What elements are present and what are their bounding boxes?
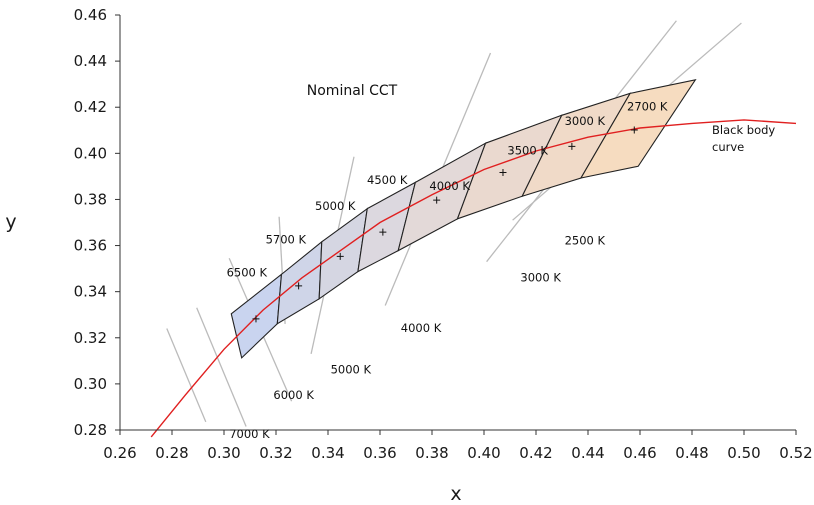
blackbody-curve-group bbox=[150, 119, 797, 438]
x-tick-label: 0.32 bbox=[259, 444, 292, 462]
y-tick-label: 0.38 bbox=[74, 190, 107, 208]
x-tick-label: 0.52 bbox=[779, 444, 812, 462]
cct-label: 4500 K bbox=[367, 173, 408, 187]
x-tick-label: 0.38 bbox=[415, 444, 448, 462]
x-tick-label: 0.50 bbox=[727, 444, 760, 462]
axes: 0.26 0.28 0.30 0.32 0.34 0.36 0.38 0.40 0.42 0.44… bbox=[74, 6, 813, 462]
center-markers bbox=[252, 126, 638, 323]
y-tick-label: 0.28 bbox=[74, 421, 107, 439]
x-axis-label: x bbox=[450, 483, 461, 505]
y-tick-label: 0.32 bbox=[74, 329, 107, 347]
x-tick-label: 0.48 bbox=[675, 444, 708, 462]
blackbody-label-line1: Black body bbox=[712, 123, 775, 137]
center-marker bbox=[336, 252, 344, 260]
isotemp-label: 4000 K bbox=[401, 321, 442, 335]
isotemp-line bbox=[196, 307, 247, 427]
y-tick-label: 0.44 bbox=[74, 52, 107, 70]
center-marker bbox=[295, 282, 303, 290]
cct-label: 3500 K bbox=[507, 143, 548, 157]
isotemp-label: 6000 K bbox=[273, 388, 314, 402]
cct-label: 2700 K bbox=[627, 100, 668, 114]
center-marker bbox=[433, 196, 441, 204]
isotemp-line bbox=[166, 328, 207, 423]
x-tick-label: 0.46 bbox=[623, 444, 656, 462]
isotemperature-lines bbox=[166, 20, 742, 427]
center-marker bbox=[630, 126, 638, 134]
x-tick-label: 0.28 bbox=[155, 444, 188, 462]
center-marker bbox=[252, 315, 260, 323]
isotemp-label: 2500 K bbox=[565, 233, 606, 247]
x-tick-label: 0.42 bbox=[519, 444, 552, 462]
x-tick-label: 0.26 bbox=[103, 444, 136, 462]
cct-quadrangle bbox=[276, 240, 323, 325]
y-tick-label: 0.40 bbox=[74, 144, 107, 162]
annotations: 7000 K 6000 K 5000 K 4000 K 3000 K 2500 K 6500… bbox=[227, 100, 668, 441]
cct-label: 5000 K bbox=[315, 199, 356, 213]
isotemp-label: 3000 K bbox=[520, 270, 561, 284]
x-tick-label: 0.34 bbox=[311, 444, 344, 462]
x-tick-label: 0.44 bbox=[571, 444, 604, 462]
y-axis-label: y bbox=[5, 211, 16, 233]
cct-label: 3000 K bbox=[565, 114, 606, 128]
cct-quadrangles bbox=[230, 78, 697, 359]
y-tick-label: 0.42 bbox=[74, 98, 107, 116]
center-marker bbox=[568, 142, 576, 150]
blackbody-curve bbox=[150, 119, 797, 438]
x-tick-label: 0.40 bbox=[467, 444, 500, 462]
isotemp-label: 5000 K bbox=[331, 363, 372, 377]
isotemp-label: 7000 K bbox=[229, 427, 270, 441]
chart-title: Nominal CCT bbox=[307, 83, 398, 99]
x-tick-label: 0.36 bbox=[363, 444, 396, 462]
cct-label: 4000 K bbox=[429, 179, 470, 193]
cct-label: 5700 K bbox=[266, 232, 307, 246]
blackbody-label-line2: curve bbox=[712, 140, 744, 154]
x-tick-label: 0.30 bbox=[207, 444, 240, 462]
y-tick-label: 0.36 bbox=[74, 237, 107, 255]
center-marker bbox=[379, 228, 387, 236]
y-tick-label: 0.30 bbox=[74, 375, 107, 393]
y-tick-label: 0.46 bbox=[74, 6, 107, 24]
center-marker bbox=[499, 168, 507, 176]
cct-label: 6500 K bbox=[227, 266, 268, 280]
y-tick-label: 0.34 bbox=[74, 283, 107, 301]
